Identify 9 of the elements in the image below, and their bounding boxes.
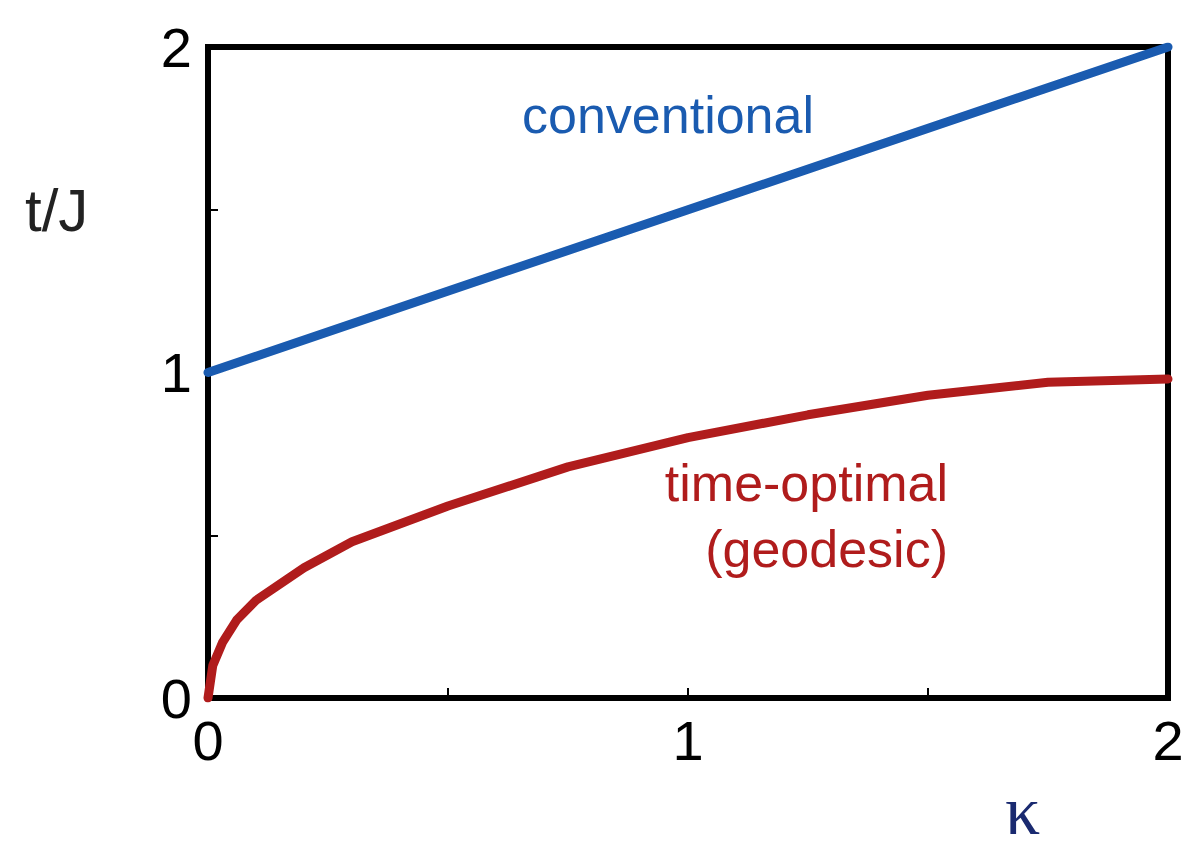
y-tick-label: 2: [160, 15, 192, 79]
y-tick-label: 0: [160, 666, 192, 730]
x-axis-title: κ: [1005, 771, 1041, 848]
x-tick-label: 1: [672, 708, 704, 772]
series-label: time-optimal (geodesic): [664, 454, 948, 579]
series-label: conventional: [522, 85, 814, 144]
x-tick-label: 2: [1152, 708, 1184, 772]
y-axis-title: t/J: [25, 176, 89, 244]
y-tick-label: 1: [160, 341, 192, 404]
